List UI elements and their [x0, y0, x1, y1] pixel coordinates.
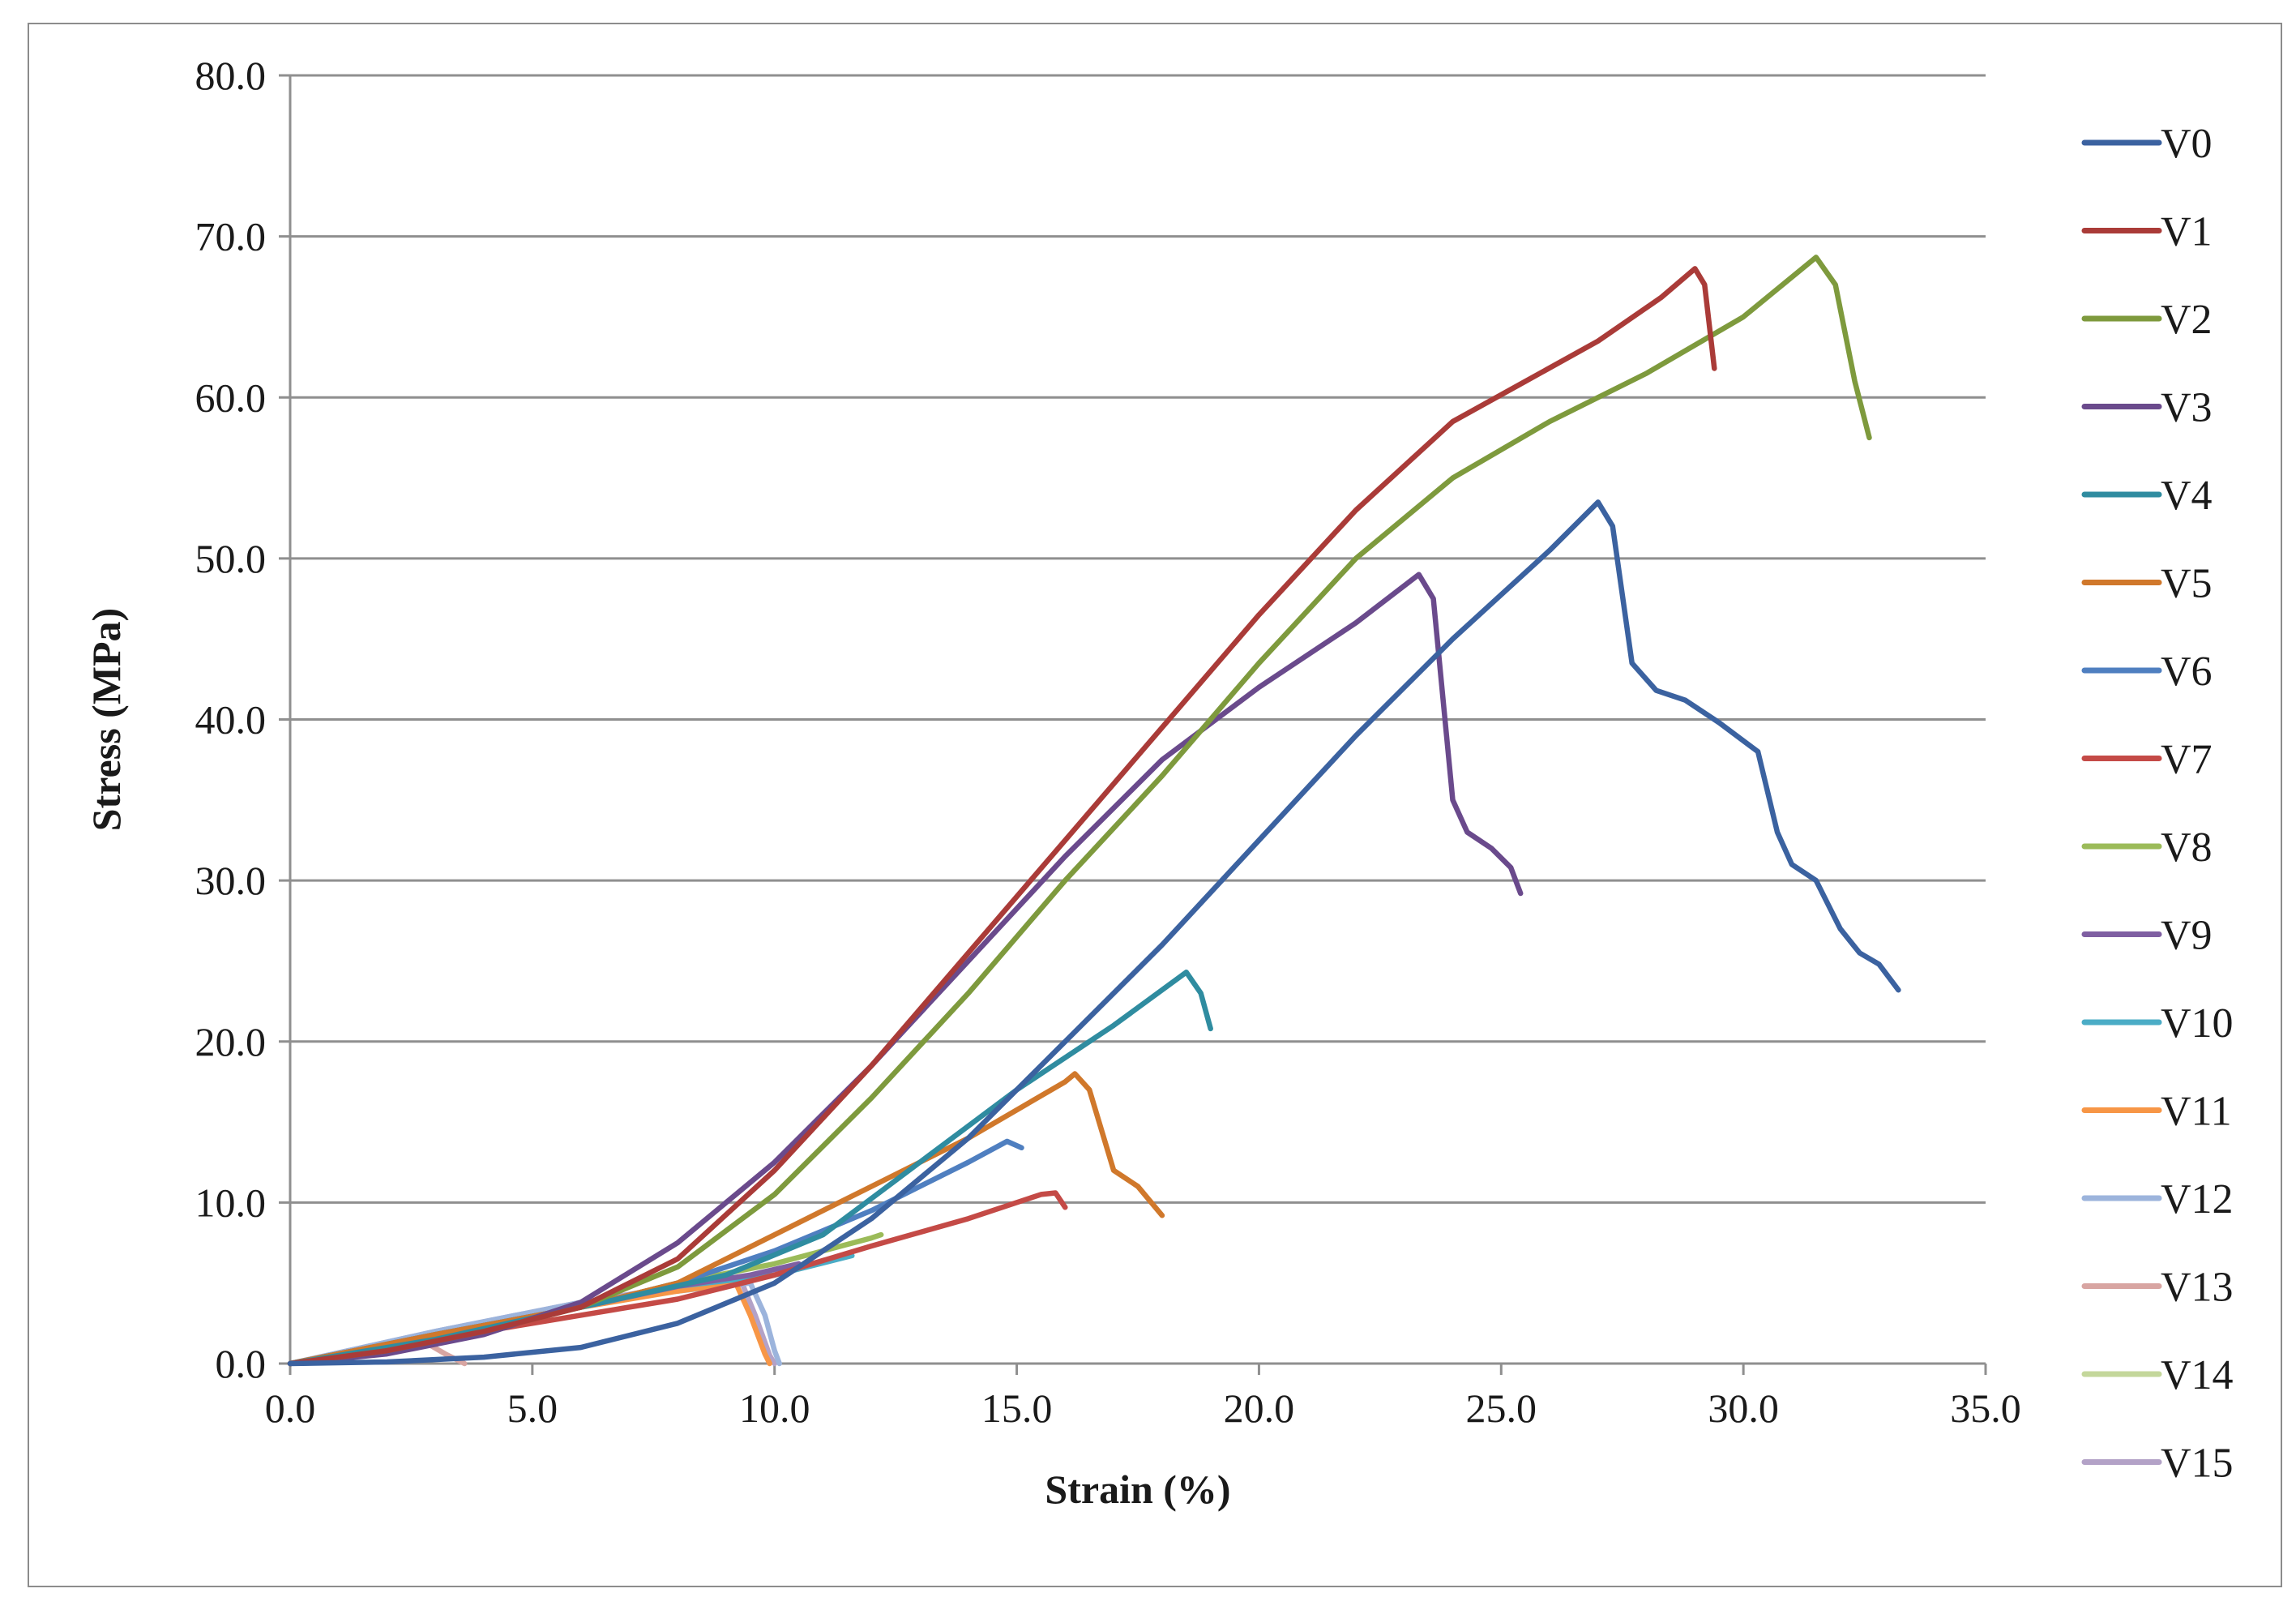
legend-label-v11: V11 — [2161, 1089, 2232, 1135]
x-tick-label: 20.0 — [1224, 1385, 1295, 1431]
y-tick-label: 40.0 — [195, 697, 267, 743]
y-tick-label: 70.0 — [195, 214, 267, 259]
series-line-v5 — [287, 1071, 1165, 1367]
x-axis-tick-labels: 0.0 5.0 10.0 15.0 20.0 25.0 30.0 35.0 — [265, 1385, 2021, 1431]
legend-label-v4: V4 — [2161, 473, 2213, 519]
series-line-v3 — [287, 572, 1524, 1367]
y-tick-label: 80.0 — [195, 53, 267, 98]
legend-label-v9: V9 — [2161, 913, 2213, 959]
x-tick-label: 35.0 — [1950, 1385, 2021, 1431]
y-tick-label: 30.0 — [195, 858, 267, 903]
x-tick-label: 5.0 — [507, 1385, 558, 1431]
y-axis-tick-labels: 0.0 10.0 20.0 30.0 40.0 50.0 60.0 70.0 80.0 — [195, 53, 267, 1386]
legend-label-v2: V2 — [2161, 297, 2213, 343]
x-tick-label: 10.0 — [739, 1385, 810, 1431]
gridlines — [290, 74, 1986, 1204]
axes — [279, 74, 1987, 1375]
legend-label-v14: V14 — [2161, 1352, 2234, 1398]
legend-label-v0: V0 — [2161, 121, 2213, 167]
legend-label-v1: V1 — [2161, 209, 2213, 255]
legend-label-v3: V3 — [2161, 385, 2213, 431]
chart-frame: 0.0 5.0 10.0 15.0 20.0 25.0 30.0 35.0 0.0 10.0 20… — [28, 23, 2282, 1587]
y-axis-title: Stress (MPa) — [83, 608, 129, 831]
y-tick-label: 20.0 — [195, 1019, 267, 1064]
legend-label-v5: V5 — [2161, 561, 2213, 607]
series-line-v2 — [287, 255, 1872, 1367]
legend-label-v6: V6 — [2161, 649, 2213, 695]
x-tick-label: 25.0 — [1466, 1385, 1537, 1431]
y-tick-label: 60.0 — [195, 375, 267, 420]
y-tick-label: 50.0 — [195, 536, 267, 581]
stress-strain-chart: 0.0 5.0 10.0 15.0 20.0 25.0 30.0 35.0 0.0 10.0 20… — [83, 53, 2234, 1512]
legend-label-v7: V7 — [2161, 737, 2213, 783]
y-tick-label: 10.0 — [195, 1180, 267, 1225]
legend-label-v12: V12 — [2161, 1176, 2234, 1222]
legend-label-v8: V8 — [2161, 824, 2213, 871]
series-lines — [287, 255, 1901, 1367]
series-line-v1 — [287, 266, 1717, 1367]
x-tick-label: 15.0 — [981, 1385, 1053, 1431]
series-line-v0 — [287, 499, 1901, 1367]
legend-label-v13: V13 — [2161, 1265, 2234, 1311]
legend: V0 V1 V2 V3 V4 V5 V6 V7 V8 V9 V10 V11 V12 V13 V14 V15 — [2081, 121, 2234, 1487]
x-tick-label: 0.0 — [265, 1385, 316, 1431]
legend-label-v15: V15 — [2161, 1441, 2234, 1487]
legend-label-v10: V10 — [2161, 1000, 2234, 1047]
y-tick-label: 0.0 — [216, 1341, 267, 1386]
x-axis-title: Strain (%) — [1045, 1467, 1230, 1512]
x-tick-label: 30.0 — [1708, 1385, 1779, 1431]
